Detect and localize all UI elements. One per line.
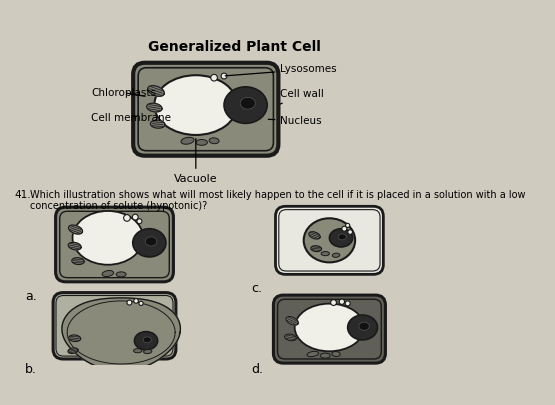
Ellipse shape xyxy=(209,138,219,144)
Ellipse shape xyxy=(321,252,330,256)
Text: 41.: 41. xyxy=(15,190,32,200)
Ellipse shape xyxy=(348,230,352,234)
FancyBboxPatch shape xyxy=(133,63,279,156)
Ellipse shape xyxy=(331,300,336,305)
Text: Cell membrane: Cell membrane xyxy=(91,113,171,123)
Text: Generalized Plant Cell: Generalized Plant Cell xyxy=(148,40,320,53)
Polygon shape xyxy=(148,85,164,96)
Ellipse shape xyxy=(134,332,158,350)
Text: Nucleus: Nucleus xyxy=(268,116,322,126)
Polygon shape xyxy=(68,348,78,354)
Ellipse shape xyxy=(295,304,364,351)
Ellipse shape xyxy=(211,75,218,81)
Text: a.: a. xyxy=(25,290,37,303)
Ellipse shape xyxy=(320,353,330,358)
Ellipse shape xyxy=(139,301,143,305)
Ellipse shape xyxy=(224,87,267,124)
Ellipse shape xyxy=(134,298,138,303)
Ellipse shape xyxy=(221,73,227,79)
Ellipse shape xyxy=(332,352,340,356)
Ellipse shape xyxy=(127,300,132,305)
Ellipse shape xyxy=(304,218,355,262)
FancyBboxPatch shape xyxy=(274,295,385,363)
FancyBboxPatch shape xyxy=(278,299,381,359)
Ellipse shape xyxy=(154,75,238,135)
Polygon shape xyxy=(62,298,180,371)
Polygon shape xyxy=(309,232,320,239)
Ellipse shape xyxy=(347,315,377,340)
Ellipse shape xyxy=(73,211,143,265)
Ellipse shape xyxy=(133,229,166,257)
Ellipse shape xyxy=(137,219,142,224)
Text: c.: c. xyxy=(251,282,263,295)
Text: Which illustration shows what will most likely happen to the cell if it is place: Which illustration shows what will most … xyxy=(30,190,526,211)
Ellipse shape xyxy=(338,234,346,240)
Ellipse shape xyxy=(342,226,347,231)
FancyBboxPatch shape xyxy=(53,292,176,359)
FancyBboxPatch shape xyxy=(60,211,169,278)
Ellipse shape xyxy=(307,352,319,357)
Polygon shape xyxy=(285,334,296,341)
Polygon shape xyxy=(311,246,321,252)
Ellipse shape xyxy=(145,237,157,246)
Ellipse shape xyxy=(240,97,255,109)
Ellipse shape xyxy=(359,322,369,330)
Polygon shape xyxy=(69,335,80,341)
Ellipse shape xyxy=(345,301,350,306)
FancyBboxPatch shape xyxy=(56,296,173,356)
Ellipse shape xyxy=(196,139,208,145)
Polygon shape xyxy=(147,103,162,112)
Ellipse shape xyxy=(346,223,350,228)
Text: Vacuole: Vacuole xyxy=(174,139,218,184)
Ellipse shape xyxy=(102,271,114,277)
Ellipse shape xyxy=(116,272,126,277)
Text: b.: b. xyxy=(25,363,37,376)
FancyBboxPatch shape xyxy=(279,210,380,271)
FancyBboxPatch shape xyxy=(138,68,274,151)
Text: d.: d. xyxy=(251,363,264,376)
Polygon shape xyxy=(68,242,81,250)
Ellipse shape xyxy=(330,229,352,247)
Polygon shape xyxy=(72,258,84,264)
Polygon shape xyxy=(68,225,83,234)
FancyBboxPatch shape xyxy=(275,206,384,274)
FancyBboxPatch shape xyxy=(56,207,173,282)
Polygon shape xyxy=(150,120,165,128)
Polygon shape xyxy=(286,317,298,325)
Ellipse shape xyxy=(332,253,340,257)
Ellipse shape xyxy=(134,349,142,353)
Ellipse shape xyxy=(339,299,345,305)
Ellipse shape xyxy=(181,137,194,144)
Ellipse shape xyxy=(124,215,130,221)
Text: Chloroplasts: Chloroplasts xyxy=(91,87,157,98)
Ellipse shape xyxy=(143,337,152,343)
Text: Cell wall: Cell wall xyxy=(280,89,324,104)
Ellipse shape xyxy=(132,214,138,220)
Ellipse shape xyxy=(144,350,152,354)
Text: Lysosomes: Lysosomes xyxy=(225,64,337,76)
